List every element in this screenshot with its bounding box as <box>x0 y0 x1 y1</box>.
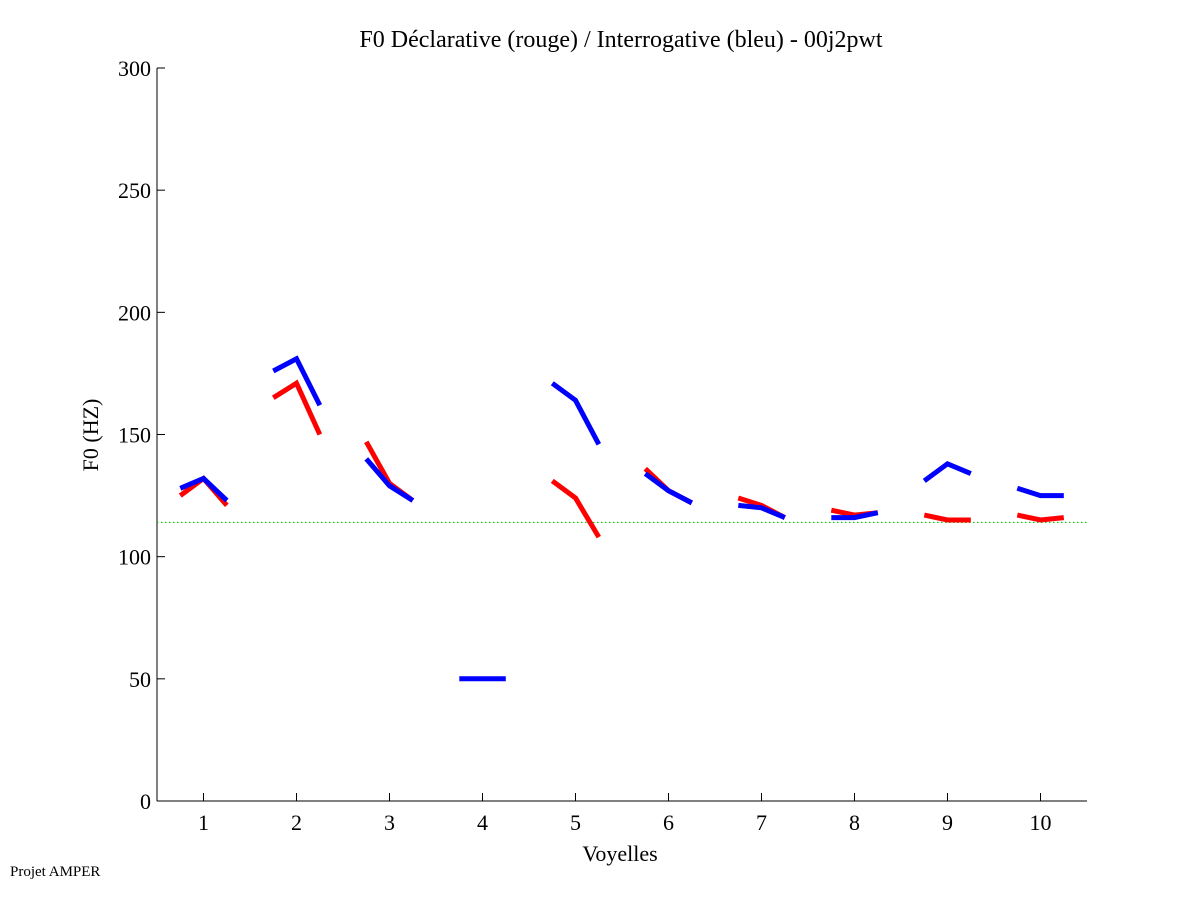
x-tick-label: 6 <box>663 810 674 835</box>
y-tick-label: 0 <box>140 789 151 814</box>
chart-title: F0 Déclarative (rouge) / Interrogative (… <box>359 27 882 53</box>
x-tick-label: 2 <box>291 810 302 835</box>
series-dclarative-segment <box>1016 512 1065 523</box>
y-tick-label: 200 <box>118 300 151 325</box>
x-tick-label: 5 <box>570 810 581 835</box>
series-interrogative-segment <box>831 510 879 521</box>
series-interrogative-segment <box>272 355 323 407</box>
series-interrogative-segment <box>922 460 972 483</box>
series-interrogative-segment <box>738 502 786 520</box>
y-tick-label: 150 <box>118 423 151 448</box>
y-tick-label: 300 <box>118 56 151 81</box>
series-interrogative-segment <box>550 381 602 446</box>
x-tick-label: 7 <box>756 810 767 835</box>
y-tick-label: 250 <box>118 178 151 203</box>
x-axis-label: Voyelles <box>582 841 657 866</box>
series-dclarative-segment <box>550 478 601 539</box>
x-tick-label: 3 <box>384 810 395 835</box>
series-interrogative-segment <box>179 475 229 503</box>
series-interrogative-segment <box>643 471 693 506</box>
series-dclarative-segment <box>364 440 415 503</box>
y-axis-label: F0 (HZ) <box>78 399 103 472</box>
x-tick-label: 8 <box>849 810 860 835</box>
series-interrogative-segment <box>364 457 415 503</box>
series-interrogative-segment <box>1016 485 1064 499</box>
x-tick-label: 9 <box>942 810 953 835</box>
series-dclarative-segment <box>923 512 971 523</box>
x-tick-label: 10 <box>1030 810 1052 835</box>
x-tick-label: 1 <box>198 810 209 835</box>
plot-area: 0 50 100 150 200 250 300 1 2 3 4 5 6 7 8 9 10 <box>118 56 1087 835</box>
y-tick-label: 100 <box>118 545 151 570</box>
credit-label: Projet AMPER <box>10 864 101 880</box>
series-dclarative-segment <box>271 379 323 436</box>
x-tick-label: 4 <box>477 810 488 835</box>
y-tick-label: 50 <box>129 667 151 692</box>
